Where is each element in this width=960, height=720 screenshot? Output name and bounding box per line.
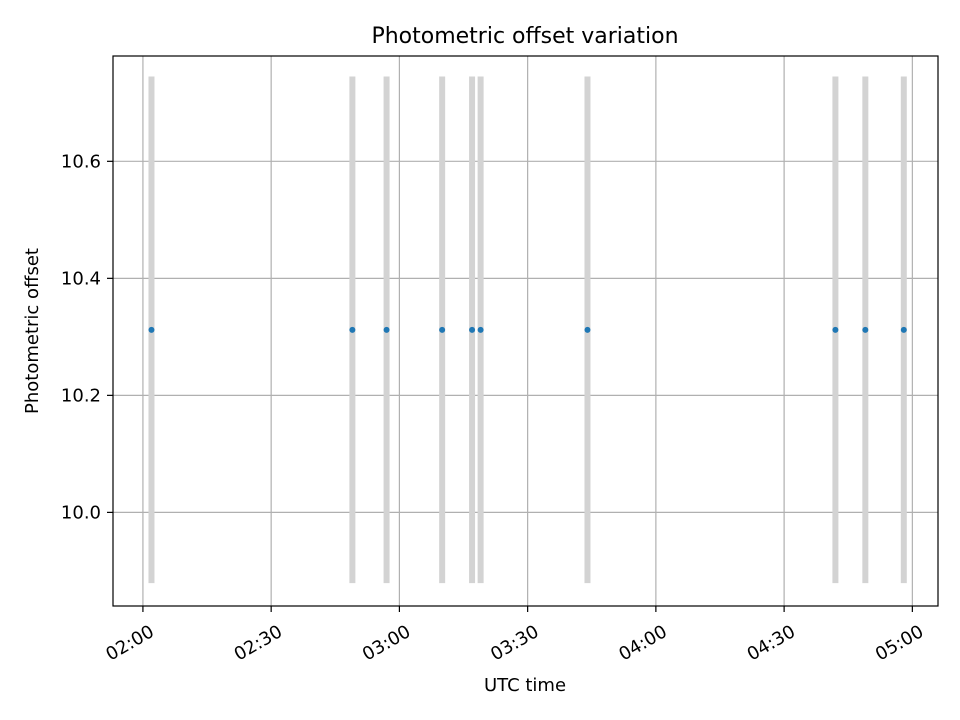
- data-point: [832, 326, 839, 333]
- data-point: [383, 326, 390, 333]
- chart-title: Photometric offset variation: [371, 24, 678, 49]
- data-point: [148, 326, 155, 333]
- x-tick-label: 03:00: [359, 621, 414, 665]
- plot-frame: [112, 55, 939, 607]
- grid: [113, 56, 938, 606]
- y-tick-label: 10.0: [61, 502, 101, 523]
- y-tick-label: 10.4: [61, 268, 101, 289]
- x-tick-label: 02:30: [231, 621, 286, 665]
- data-points: [148, 326, 907, 333]
- x-tick-label: 05:00: [872, 621, 927, 665]
- x-axis: 02:00 02:30 03:00 03:30 04:00 04:30 05:00: [102, 606, 927, 665]
- y-tick-label: 10.2: [61, 385, 101, 406]
- x-tick-label: 02:00: [102, 621, 157, 665]
- data-point: [900, 326, 907, 333]
- data-point: [477, 326, 484, 333]
- y-axis: 10.0 10.2 10.4 10.6: [61, 151, 113, 523]
- data-point: [439, 326, 446, 333]
- data-point: [862, 326, 869, 333]
- y-axis-title: Photometric offset: [22, 248, 43, 414]
- x-tick-label: 03:30: [487, 621, 542, 665]
- x-axis-title: UTC time: [484, 675, 566, 696]
- data-point: [349, 326, 356, 333]
- x-tick-label: 04:00: [615, 621, 670, 665]
- x-tick-label: 04:30: [744, 621, 799, 665]
- y-tick-label: 10.6: [61, 151, 101, 172]
- data-point: [584, 326, 591, 333]
- data-point: [469, 326, 476, 333]
